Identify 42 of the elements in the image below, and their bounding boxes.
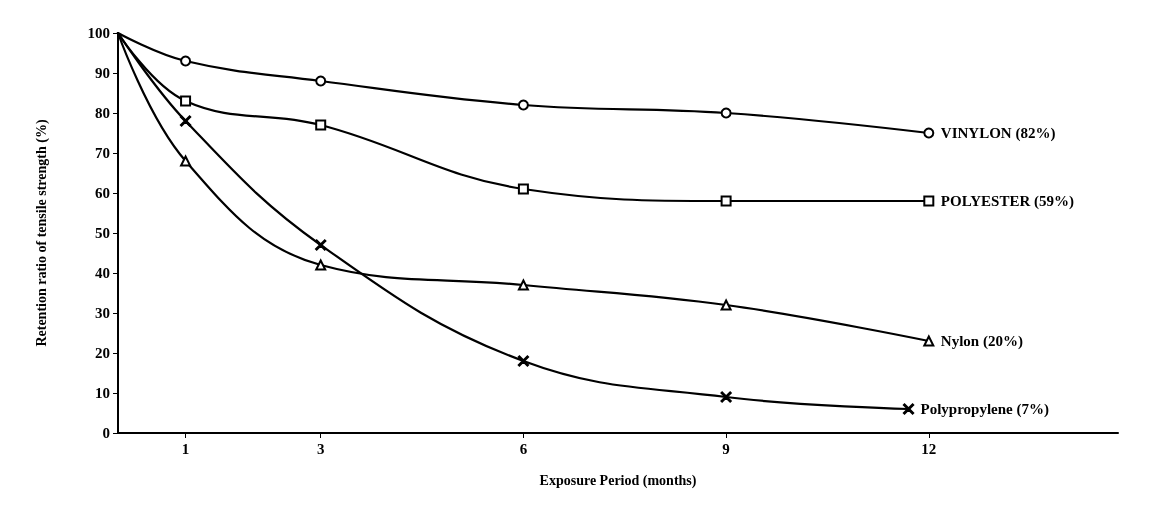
point bbox=[314, 239, 327, 251]
series-label: Polypropylene (7%) bbox=[920, 401, 1050, 418]
point bbox=[720, 391, 732, 403]
y-tick-label: 50 bbox=[95, 225, 110, 241]
y-tick-label: 0 bbox=[102, 425, 110, 441]
x-tick-label: 9 bbox=[722, 440, 730, 457]
point bbox=[517, 355, 530, 367]
x-tick-label: 12 bbox=[921, 440, 937, 457]
y-tick-label: 30 bbox=[95, 305, 110, 321]
point bbox=[720, 195, 732, 207]
point bbox=[180, 155, 192, 167]
y-axis-title: Retention ratio of tensile strength (%) bbox=[33, 119, 50, 347]
x-tick-label: 6 bbox=[519, 440, 528, 457]
point bbox=[923, 335, 935, 347]
x-tick-label: 3 bbox=[316, 440, 325, 457]
y-tick-label: 60 bbox=[95, 185, 110, 201]
point bbox=[179, 115, 192, 127]
point bbox=[517, 279, 529, 291]
point bbox=[180, 55, 192, 67]
series-label: POLYESTER (59%) bbox=[940, 193, 1075, 210]
series-label: Nylon (20%) bbox=[940, 333, 1023, 350]
point bbox=[315, 259, 327, 271]
y-tick-label: 20 bbox=[95, 345, 110, 361]
series-label: VINYLON (82%) bbox=[940, 125, 1056, 142]
point bbox=[720, 299, 732, 311]
point bbox=[180, 95, 192, 107]
point bbox=[923, 195, 935, 207]
y-tick-label: 100 bbox=[87, 25, 110, 41]
point bbox=[720, 107, 732, 119]
point bbox=[315, 75, 327, 87]
y-tick-label: 40 bbox=[95, 265, 110, 281]
y-tick-label: 90 bbox=[95, 65, 110, 81]
x-tick-label: 1 bbox=[181, 440, 190, 457]
point bbox=[923, 127, 935, 139]
x-axis-title: Exposure Period (months) bbox=[539, 472, 697, 489]
y-tick-label: 80 bbox=[95, 105, 110, 121]
point bbox=[902, 403, 915, 415]
y-tick-label: 10 bbox=[95, 385, 110, 401]
point bbox=[517, 183, 529, 195]
point bbox=[517, 99, 529, 111]
point bbox=[315, 119, 327, 131]
y-tick-label: 70 bbox=[95, 145, 110, 161]
